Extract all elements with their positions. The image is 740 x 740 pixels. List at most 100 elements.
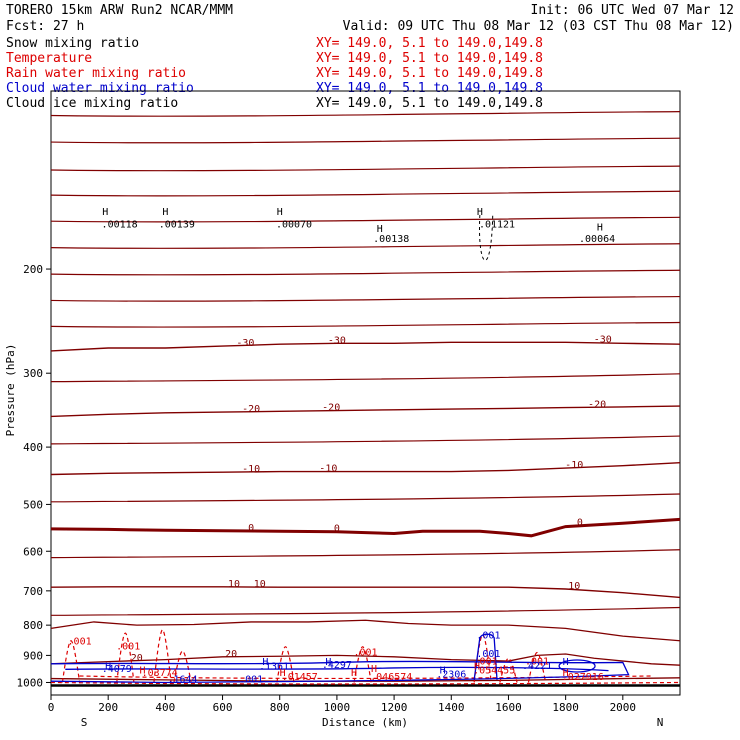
snow-label: .00138 bbox=[373, 234, 409, 245]
rain-label: .03774 bbox=[142, 668, 178, 679]
x-tick-label: 400 bbox=[155, 701, 175, 714]
rain-contour bbox=[61, 640, 81, 683]
cloud-water-label: .4221 bbox=[522, 661, 552, 672]
cloud-water-label: .4079 bbox=[102, 664, 132, 675]
temperature-label: 0 bbox=[248, 523, 254, 534]
y-axis-label: Pressure (hPa) bbox=[4, 344, 17, 437]
run-title: TORERO 15km ARW Run2 NCAR/MMM bbox=[6, 3, 233, 18]
temperature-label: -10 bbox=[565, 460, 583, 471]
y-tick-label: 300 bbox=[23, 367, 43, 380]
temperature-label: -30 bbox=[594, 334, 612, 345]
isotherm-line bbox=[50, 435, 681, 445]
isotherm-line bbox=[50, 243, 681, 249]
temperature-label: 10 bbox=[228, 579, 240, 590]
extremum-marker: H bbox=[351, 668, 357, 679]
extremum-marker: H bbox=[440, 665, 446, 676]
forecast-hour: Fcst: 27 h bbox=[6, 19, 84, 34]
rain-label: .027916 bbox=[562, 672, 604, 683]
extremum-marker: H bbox=[377, 224, 383, 235]
snow-label: .00118 bbox=[102, 219, 138, 230]
rain-label: .046574 bbox=[370, 672, 412, 683]
isotherm-line bbox=[50, 165, 681, 172]
cloud-water-contour bbox=[558, 659, 596, 673]
south-label: S bbox=[81, 716, 88, 729]
legend-label: Snow mixing ratio bbox=[6, 36, 139, 51]
snow-contour bbox=[478, 214, 494, 261]
temperature-label: -20 bbox=[322, 403, 340, 414]
x-tick-label: 0 bbox=[48, 701, 55, 714]
temperature-label: -20 bbox=[588, 400, 606, 411]
temperature-contour bbox=[50, 341, 681, 352]
rain-label: .001 bbox=[116, 642, 140, 653]
init-time: Init: 06 UTC Wed 07 Mar 12 bbox=[531, 3, 735, 18]
rain-contour bbox=[79, 675, 652, 680]
temperature-label: 0 bbox=[334, 524, 340, 535]
x-tick-label: 200 bbox=[98, 701, 118, 714]
legend-xy: XY= 149.0, 5.1 to 149.0,149.8 bbox=[316, 51, 543, 66]
y-tick-label: 900 bbox=[23, 649, 43, 662]
y-tick-label: 200 bbox=[23, 263, 43, 276]
legend: Snow mixing ratio XY= 149.0, 5.1 to 149.0… bbox=[6, 36, 543, 111]
rain-label: .001 bbox=[353, 647, 377, 658]
temperature-contour bbox=[50, 586, 681, 599]
rain-contour bbox=[50, 681, 681, 685]
temperature-contour bbox=[50, 462, 681, 476]
extremum-marker: H bbox=[280, 668, 286, 679]
temperature-label: 10 bbox=[254, 579, 266, 590]
y-tick-label: 800 bbox=[23, 619, 43, 632]
legend-label: Temperature bbox=[6, 51, 92, 66]
x-tick-label: 2000 bbox=[610, 701, 637, 714]
legend-xy: XY= 149.0, 5.1 to 149.0,149.8 bbox=[316, 36, 543, 51]
y-tick-label: 600 bbox=[23, 545, 43, 558]
x-tick-label: 1200 bbox=[381, 701, 408, 714]
rain-label: .054455 bbox=[473, 665, 515, 676]
legend-label: Cloud water mixing ratio bbox=[6, 81, 194, 96]
isotherm-line bbox=[50, 373, 681, 383]
temperature-label: -20 bbox=[242, 404, 260, 415]
x-tick-label: 1000 bbox=[324, 701, 351, 714]
temperature-contour bbox=[50, 653, 681, 666]
y-tick-label: 1000 bbox=[17, 676, 44, 689]
cloud-water-label: .1644 bbox=[167, 674, 197, 685]
cloud-water-contour bbox=[50, 660, 630, 684]
legend-xy: XY= 149.0, 5.1 to 149.0,149.8 bbox=[316, 81, 543, 96]
legend-label: Rain water mixing ratio bbox=[6, 66, 186, 81]
legend-xy: XY= 149.0, 5.1 to 149.0,149.8 bbox=[316, 66, 543, 81]
x-tick-label: 800 bbox=[270, 701, 290, 714]
isotherm-line bbox=[50, 216, 681, 223]
temperature-label: -10 bbox=[319, 464, 337, 475]
x-tick-label: 1600 bbox=[495, 701, 522, 714]
isotherm-line bbox=[50, 606, 681, 616]
temperature-contour bbox=[50, 619, 681, 642]
temperature-contour bbox=[50, 517, 681, 538]
snow-label: .00070 bbox=[276, 219, 312, 230]
isotherm-line bbox=[50, 269, 681, 276]
x-tick-label: 1800 bbox=[552, 701, 579, 714]
cloud-water-label: .001 bbox=[239, 674, 263, 685]
extremum-marker: H bbox=[563, 668, 569, 679]
temperature-label: 20 bbox=[131, 653, 143, 664]
rain-label: .001 bbox=[474, 656, 498, 667]
temperature-label: -30 bbox=[328, 335, 346, 346]
valid-time: Valid: 09 UTC Thu 08 Mar 12 (03 CST Thu … bbox=[343, 19, 734, 34]
y-tick-label: 400 bbox=[23, 441, 43, 454]
x-tick-label: 1400 bbox=[438, 701, 465, 714]
cloud-water-contour bbox=[65, 666, 609, 672]
extremum-marker: H bbox=[105, 661, 111, 672]
rain-contour bbox=[173, 650, 192, 683]
plot-frame bbox=[50, 90, 681, 696]
y-tick-label: 700 bbox=[23, 585, 43, 598]
cloud-water-contour bbox=[473, 633, 498, 680]
temperature-label: -30 bbox=[236, 338, 254, 349]
isotherm-line bbox=[50, 190, 681, 197]
rain-contour bbox=[353, 646, 372, 683]
x-axis-label: Distance (km) bbox=[322, 716, 408, 729]
extremum-marker: H bbox=[325, 657, 331, 668]
rain-contour bbox=[116, 632, 135, 683]
x-tick-label: 600 bbox=[213, 701, 233, 714]
temperature-label: -10 bbox=[242, 464, 260, 475]
cloud-water-label: .001 bbox=[476, 649, 500, 660]
legend-xy: XY= 149.0, 5.1 to 149.0,149.8 bbox=[316, 96, 543, 111]
cloud-water-label: .1361 bbox=[259, 661, 289, 672]
